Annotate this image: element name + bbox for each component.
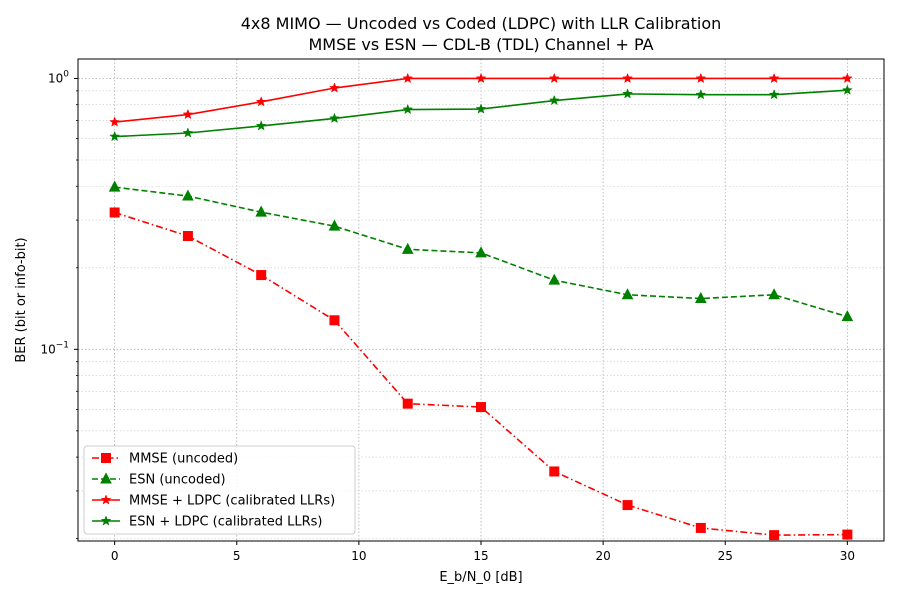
x-ticks: 0 5 10 15 20 25 30 xyxy=(111,541,855,563)
x-tick-label: 0 xyxy=(111,549,119,563)
series-1-point xyxy=(695,522,706,533)
series-3 xyxy=(109,72,853,127)
legend-marker xyxy=(100,515,112,526)
series-3-point xyxy=(475,72,487,84)
legend-entry-4: ESN + LDPC (calibrated LLRs) xyxy=(92,515,322,530)
series-4-point xyxy=(695,88,707,100)
legend-label: MMSE (uncoded) xyxy=(129,452,238,467)
series-2-point xyxy=(328,219,341,231)
series-2-point xyxy=(475,246,487,258)
series-1-point xyxy=(402,398,413,409)
legend: MMSE (uncoded) ESN (uncoded) MMSE + LDPC (… xyxy=(83,445,356,535)
series-3-point xyxy=(548,72,560,84)
series-3-point xyxy=(255,96,267,107)
series-4-point xyxy=(182,127,194,138)
series-2-point xyxy=(182,189,194,201)
series-3-point xyxy=(841,72,853,84)
series-4-point xyxy=(841,84,853,95)
series-4-point xyxy=(109,130,121,142)
series-1-point xyxy=(769,530,780,541)
legend-marker xyxy=(100,494,112,505)
series-4-point xyxy=(475,103,487,114)
series-4-point xyxy=(768,88,780,100)
series-1 xyxy=(109,207,853,541)
series-1-point xyxy=(549,466,560,477)
series-3-point xyxy=(329,82,340,93)
legend-marker xyxy=(100,472,112,484)
series-2-point xyxy=(841,310,854,322)
series-4-point xyxy=(622,88,633,99)
series-2-point xyxy=(255,205,268,217)
series-4-point xyxy=(402,103,414,115)
series-1-point xyxy=(476,402,486,413)
series-1-line xyxy=(114,211,848,536)
series-1-point xyxy=(182,231,193,242)
x-axis-label: E_b/N_0 [dB] xyxy=(439,570,522,585)
series-3-point xyxy=(402,72,414,84)
legend-label: ESN + LDPC (calibrated LLRs) xyxy=(129,515,322,530)
series-1-point xyxy=(256,270,267,281)
series-2 xyxy=(108,180,854,322)
series-4 xyxy=(109,84,853,142)
legend-box xyxy=(83,445,356,535)
series-1-point xyxy=(329,315,340,326)
series-1-point xyxy=(842,529,853,540)
y-tick-label: 100 xyxy=(48,69,69,85)
x-tick-label: 30 xyxy=(840,549,855,563)
x-tick-label: 20 xyxy=(595,549,610,563)
legend-marker xyxy=(101,453,111,463)
y-axis-label: BER (bit or info-bit) xyxy=(14,237,29,362)
series-3-point xyxy=(768,72,780,84)
series-2-point xyxy=(621,288,634,300)
x-tick-label: 25 xyxy=(718,549,733,563)
series-2-point xyxy=(768,288,780,300)
legend-label: ESN (uncoded) xyxy=(129,473,226,488)
legend-entry-3: MMSE + LDPC (calibrated LLRs) xyxy=(92,494,335,509)
series-4-point xyxy=(548,94,560,106)
series-2-point xyxy=(548,273,561,285)
series-3-point xyxy=(109,116,121,127)
series-1-point xyxy=(109,207,120,218)
legend-entry-2: ESN (uncoded) xyxy=(92,472,226,488)
x-tick-label: 10 xyxy=(351,549,366,563)
series-layer xyxy=(108,72,854,541)
series-1-point xyxy=(622,500,633,511)
y-tick-label: 10−1 xyxy=(40,340,69,356)
series-3-point xyxy=(622,72,633,84)
chart-title: 4x8 MIMO — Uncoded vs Coded (LDPC) with … xyxy=(241,14,722,33)
series-2-point xyxy=(401,242,414,254)
series-3-point xyxy=(695,72,707,84)
legend-entry-1: MMSE (uncoded) xyxy=(92,452,238,467)
x-tick-label: 15 xyxy=(473,549,488,563)
x-tick-label: 5 xyxy=(233,549,241,563)
series-2-point xyxy=(694,291,707,304)
series-4-point xyxy=(329,112,340,124)
series-3-point xyxy=(182,108,194,120)
chart-subtitle: MMSE vs ESN — CDL-B (TDL) Channel + PA xyxy=(308,35,653,54)
series-4-point xyxy=(255,120,267,131)
y-ticks: 10−1 100 xyxy=(40,69,78,540)
series-2-point xyxy=(108,180,121,192)
legend-label: MMSE + LDPC (calibrated LLRs) xyxy=(129,494,335,509)
